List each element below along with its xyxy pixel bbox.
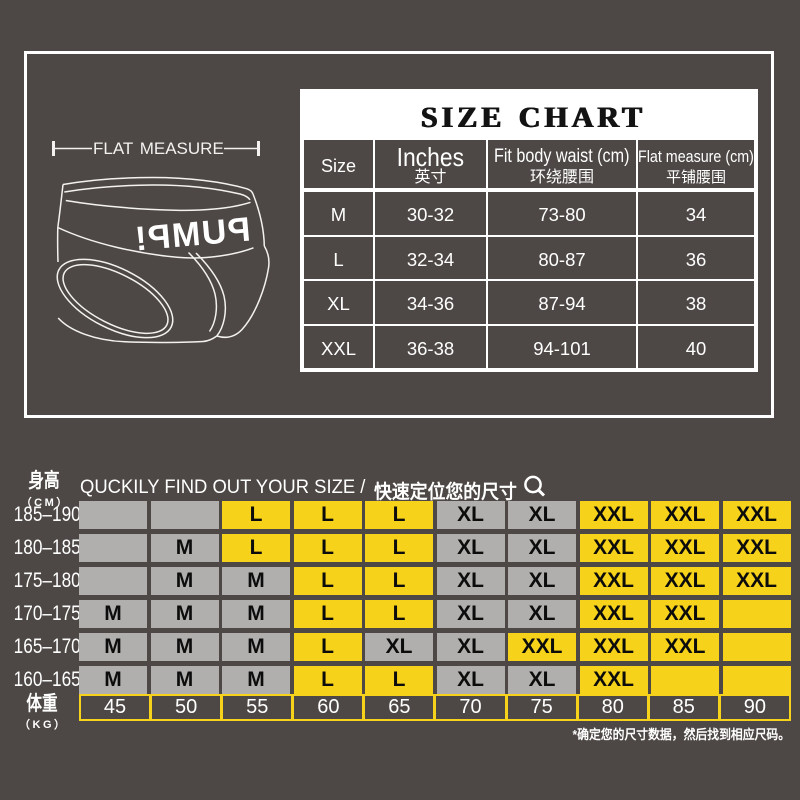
svg-text:PUMP!: PUMP! [132,211,252,259]
